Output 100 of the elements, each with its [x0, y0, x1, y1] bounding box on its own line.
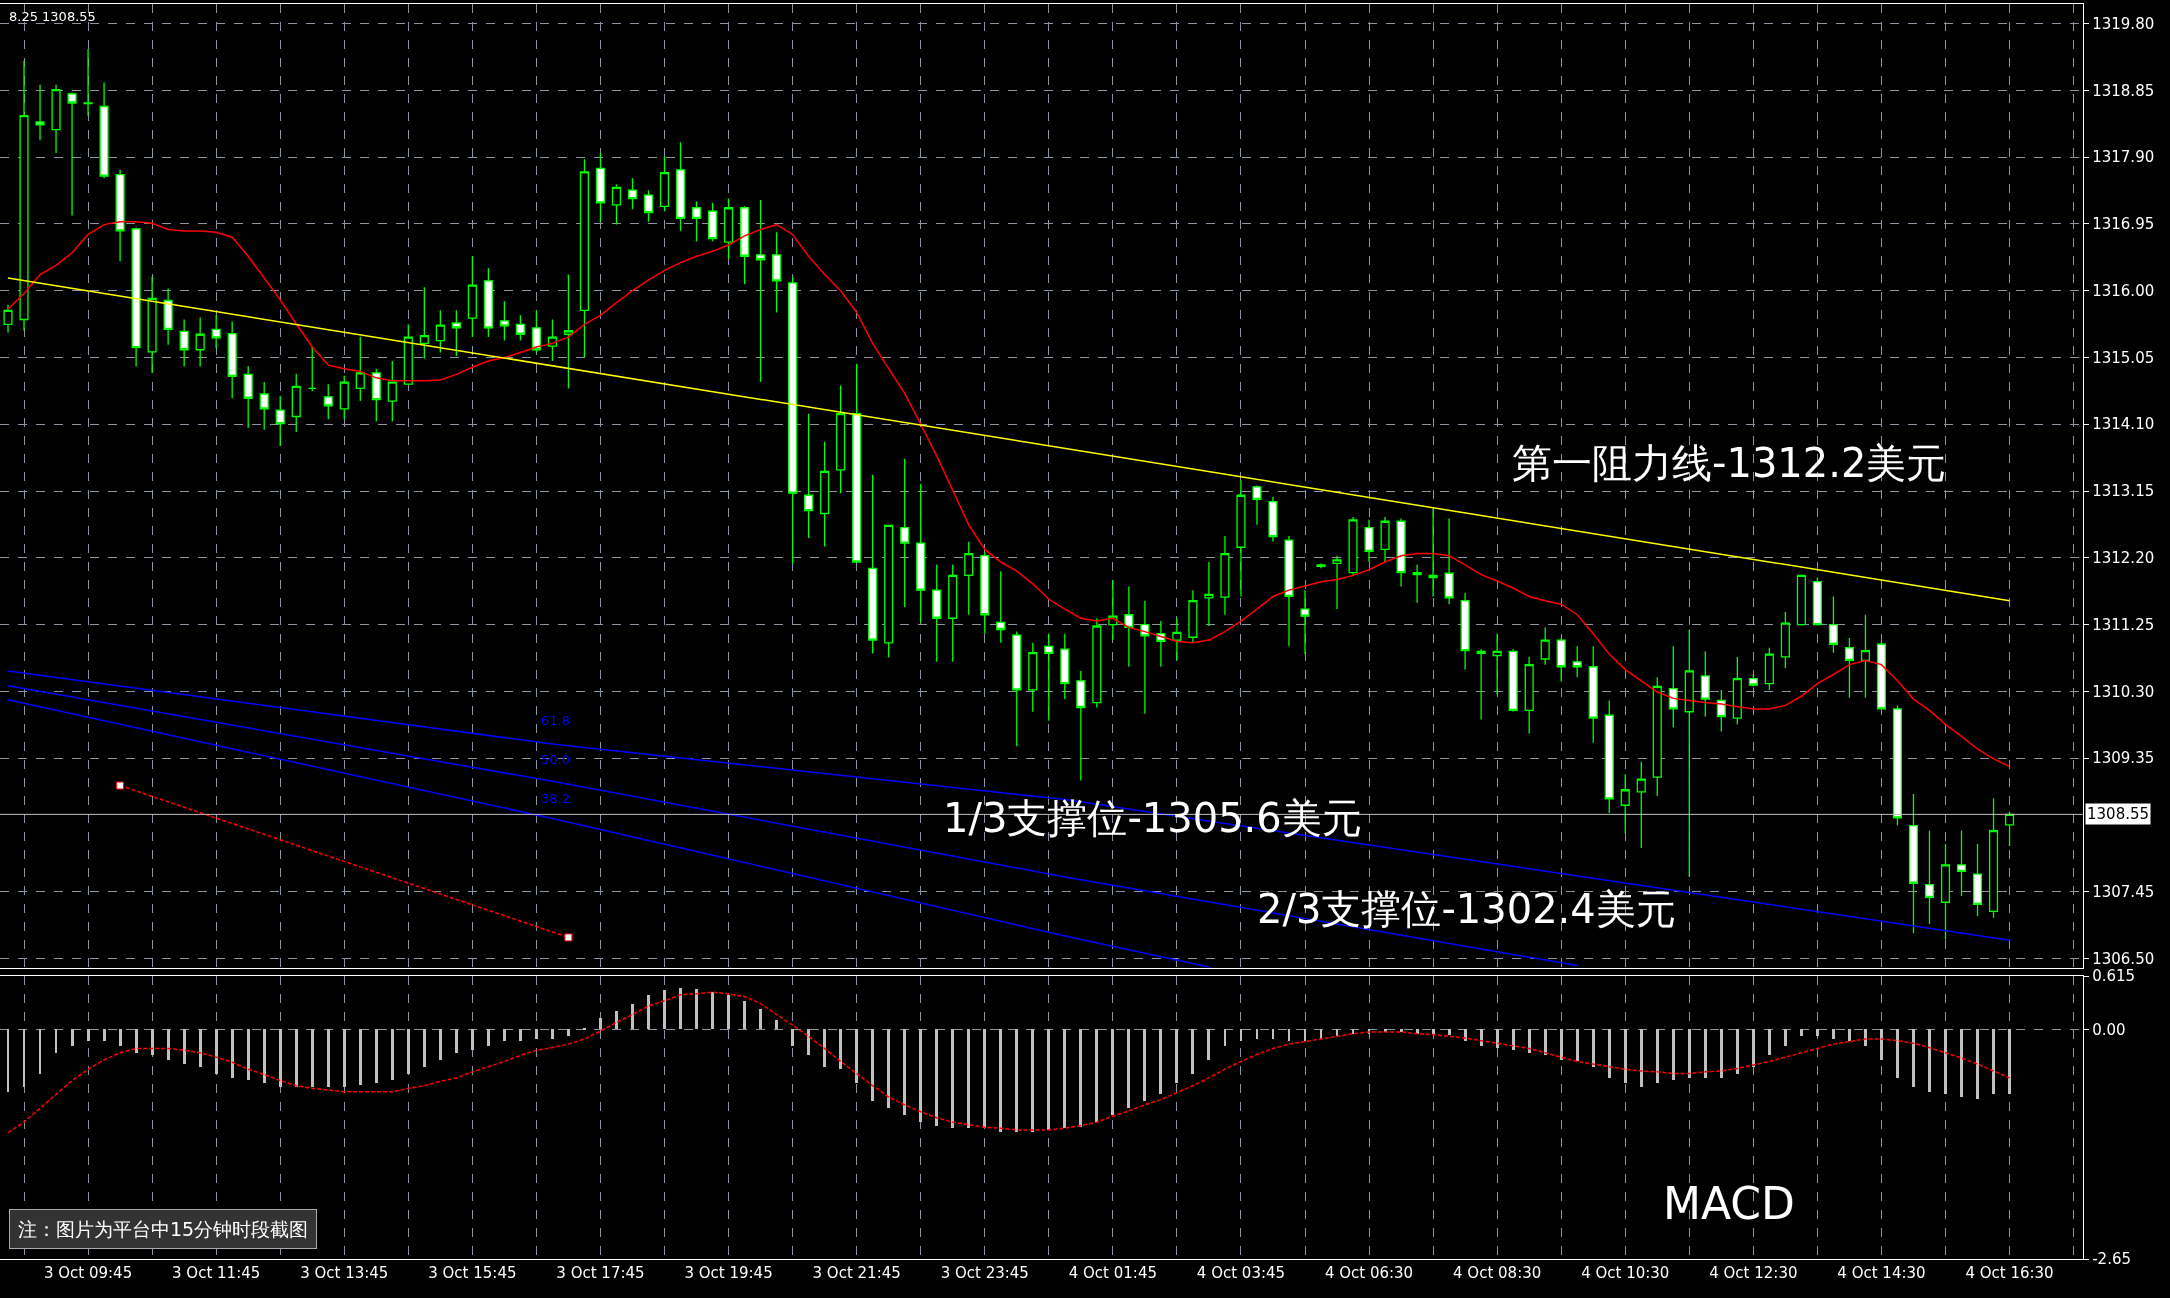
bar [727, 995, 730, 1030]
bar [1448, 1029, 1451, 1036]
bar [1880, 1029, 1883, 1061]
bar [103, 1029, 106, 1042]
candlestick [595, 152, 606, 223]
candlestick [35, 84, 45, 141]
candlestick [1300, 589, 1310, 655]
bar [1896, 1029, 1899, 1079]
bar [1848, 1029, 1851, 1042]
y-tick-label: 1311.25 [2092, 615, 2155, 634]
bar [1047, 1029, 1050, 1131]
candlestick [1188, 589, 1198, 644]
candlestick [1716, 689, 1726, 733]
bar [295, 1029, 298, 1088]
bar [23, 1029, 25, 1088]
bar [1224, 1029, 1226, 1047]
bar [1688, 1029, 1691, 1079]
candlestick [227, 320, 237, 399]
candlestick [1284, 535, 1294, 648]
annotation: MACD [1663, 1178, 1795, 1229]
candlestick [211, 314, 221, 349]
x-tick-label: 4 Oct 03:45 [1196, 1264, 1286, 1283]
bar [743, 1001, 746, 1030]
candlestick [1556, 637, 1566, 683]
bar [1640, 1029, 1643, 1088]
candlestick [772, 231, 782, 314]
candlestick [820, 441, 830, 548]
bar [167, 1029, 170, 1061]
candlestick [643, 189, 654, 223]
bar [647, 995, 650, 1030]
candlestick [1140, 600, 1150, 715]
bar [775, 1020, 778, 1030]
bar [1288, 1029, 1290, 1042]
candlestick [1012, 630, 1022, 747]
candlestick [1540, 626, 1550, 666]
candlestick [563, 273, 574, 390]
candlestick [2004, 810, 2015, 847]
y-tick-label: 1317.90 [2092, 148, 2155, 167]
bar [1320, 1029, 1322, 1040]
bar [1272, 1029, 1274, 1040]
candlestick [1268, 495, 1278, 543]
bar [199, 1029, 202, 1068]
x-tick-label: 3 Oct 23:45 [940, 1264, 1029, 1283]
x-tick-label: 3 Oct 17:45 [556, 1264, 645, 1283]
candlestick [900, 458, 910, 608]
x-tick-label: 3 Oct 13:45 [300, 1264, 389, 1283]
candlestick [1972, 843, 1983, 917]
bar [599, 1018, 602, 1030]
bar [439, 1029, 442, 1061]
candlestick [355, 336, 365, 402]
candlestick [1348, 516, 1358, 576]
candlestick [131, 226, 141, 368]
candlestick [1828, 595, 1838, 654]
x-tick-label: 3 Oct 21:45 [812, 1264, 901, 1283]
candlestick [243, 365, 253, 429]
candlestick [1940, 843, 1951, 941]
line-series [7, 670, 2011, 941]
bar [567, 1029, 570, 1037]
bar [1352, 1029, 1354, 1035]
bar [1992, 1029, 1995, 1095]
candlestick [1844, 637, 1854, 699]
bar [2008, 1029, 2011, 1095]
candlestick [499, 300, 509, 342]
bar [1304, 1029, 1306, 1042]
candlestick [1572, 645, 1582, 678]
bar [999, 1029, 1002, 1133]
candlestick [852, 363, 862, 563]
candlestick [964, 540, 974, 616]
bar [1704, 1029, 1707, 1079]
bar [1191, 1029, 1194, 1075]
bar [1159, 1029, 1162, 1095]
bar [1672, 1029, 1675, 1081]
bar [1768, 1029, 1771, 1056]
x-tick-label: 3 Oct 09:45 [43, 1264, 133, 1283]
bar [839, 1029, 842, 1070]
bar [1960, 1029, 1963, 1098]
bar [759, 1009, 762, 1030]
candlestick [403, 323, 413, 385]
bar [631, 1004, 634, 1030]
candlestick [1588, 645, 1598, 744]
bar [711, 992, 714, 1030]
candlestick [339, 375, 349, 420]
candlestick [659, 155, 670, 212]
y-tick-label: 1319.80 [2092, 14, 2155, 33]
y-tick-label: 1316.95 [2092, 215, 2155, 234]
candlestick [1652, 676, 1662, 797]
candlestick [1524, 656, 1534, 735]
candlestick [804, 413, 814, 539]
candlestick [884, 524, 894, 659]
candlestick [1332, 555, 1342, 610]
line-series [7, 221, 2011, 768]
bar [1079, 1029, 1082, 1128]
bar [535, 1029, 538, 1040]
bar [663, 990, 666, 1030]
x-tick-label: 4 Oct 14:30 [1837, 1264, 1926, 1283]
bar [1976, 1029, 1979, 1100]
bar [455, 1029, 458, 1054]
bar [583, 1028, 586, 1031]
bar [407, 1029, 410, 1075]
y-tick-label: 1313.15 [2092, 482, 2155, 501]
